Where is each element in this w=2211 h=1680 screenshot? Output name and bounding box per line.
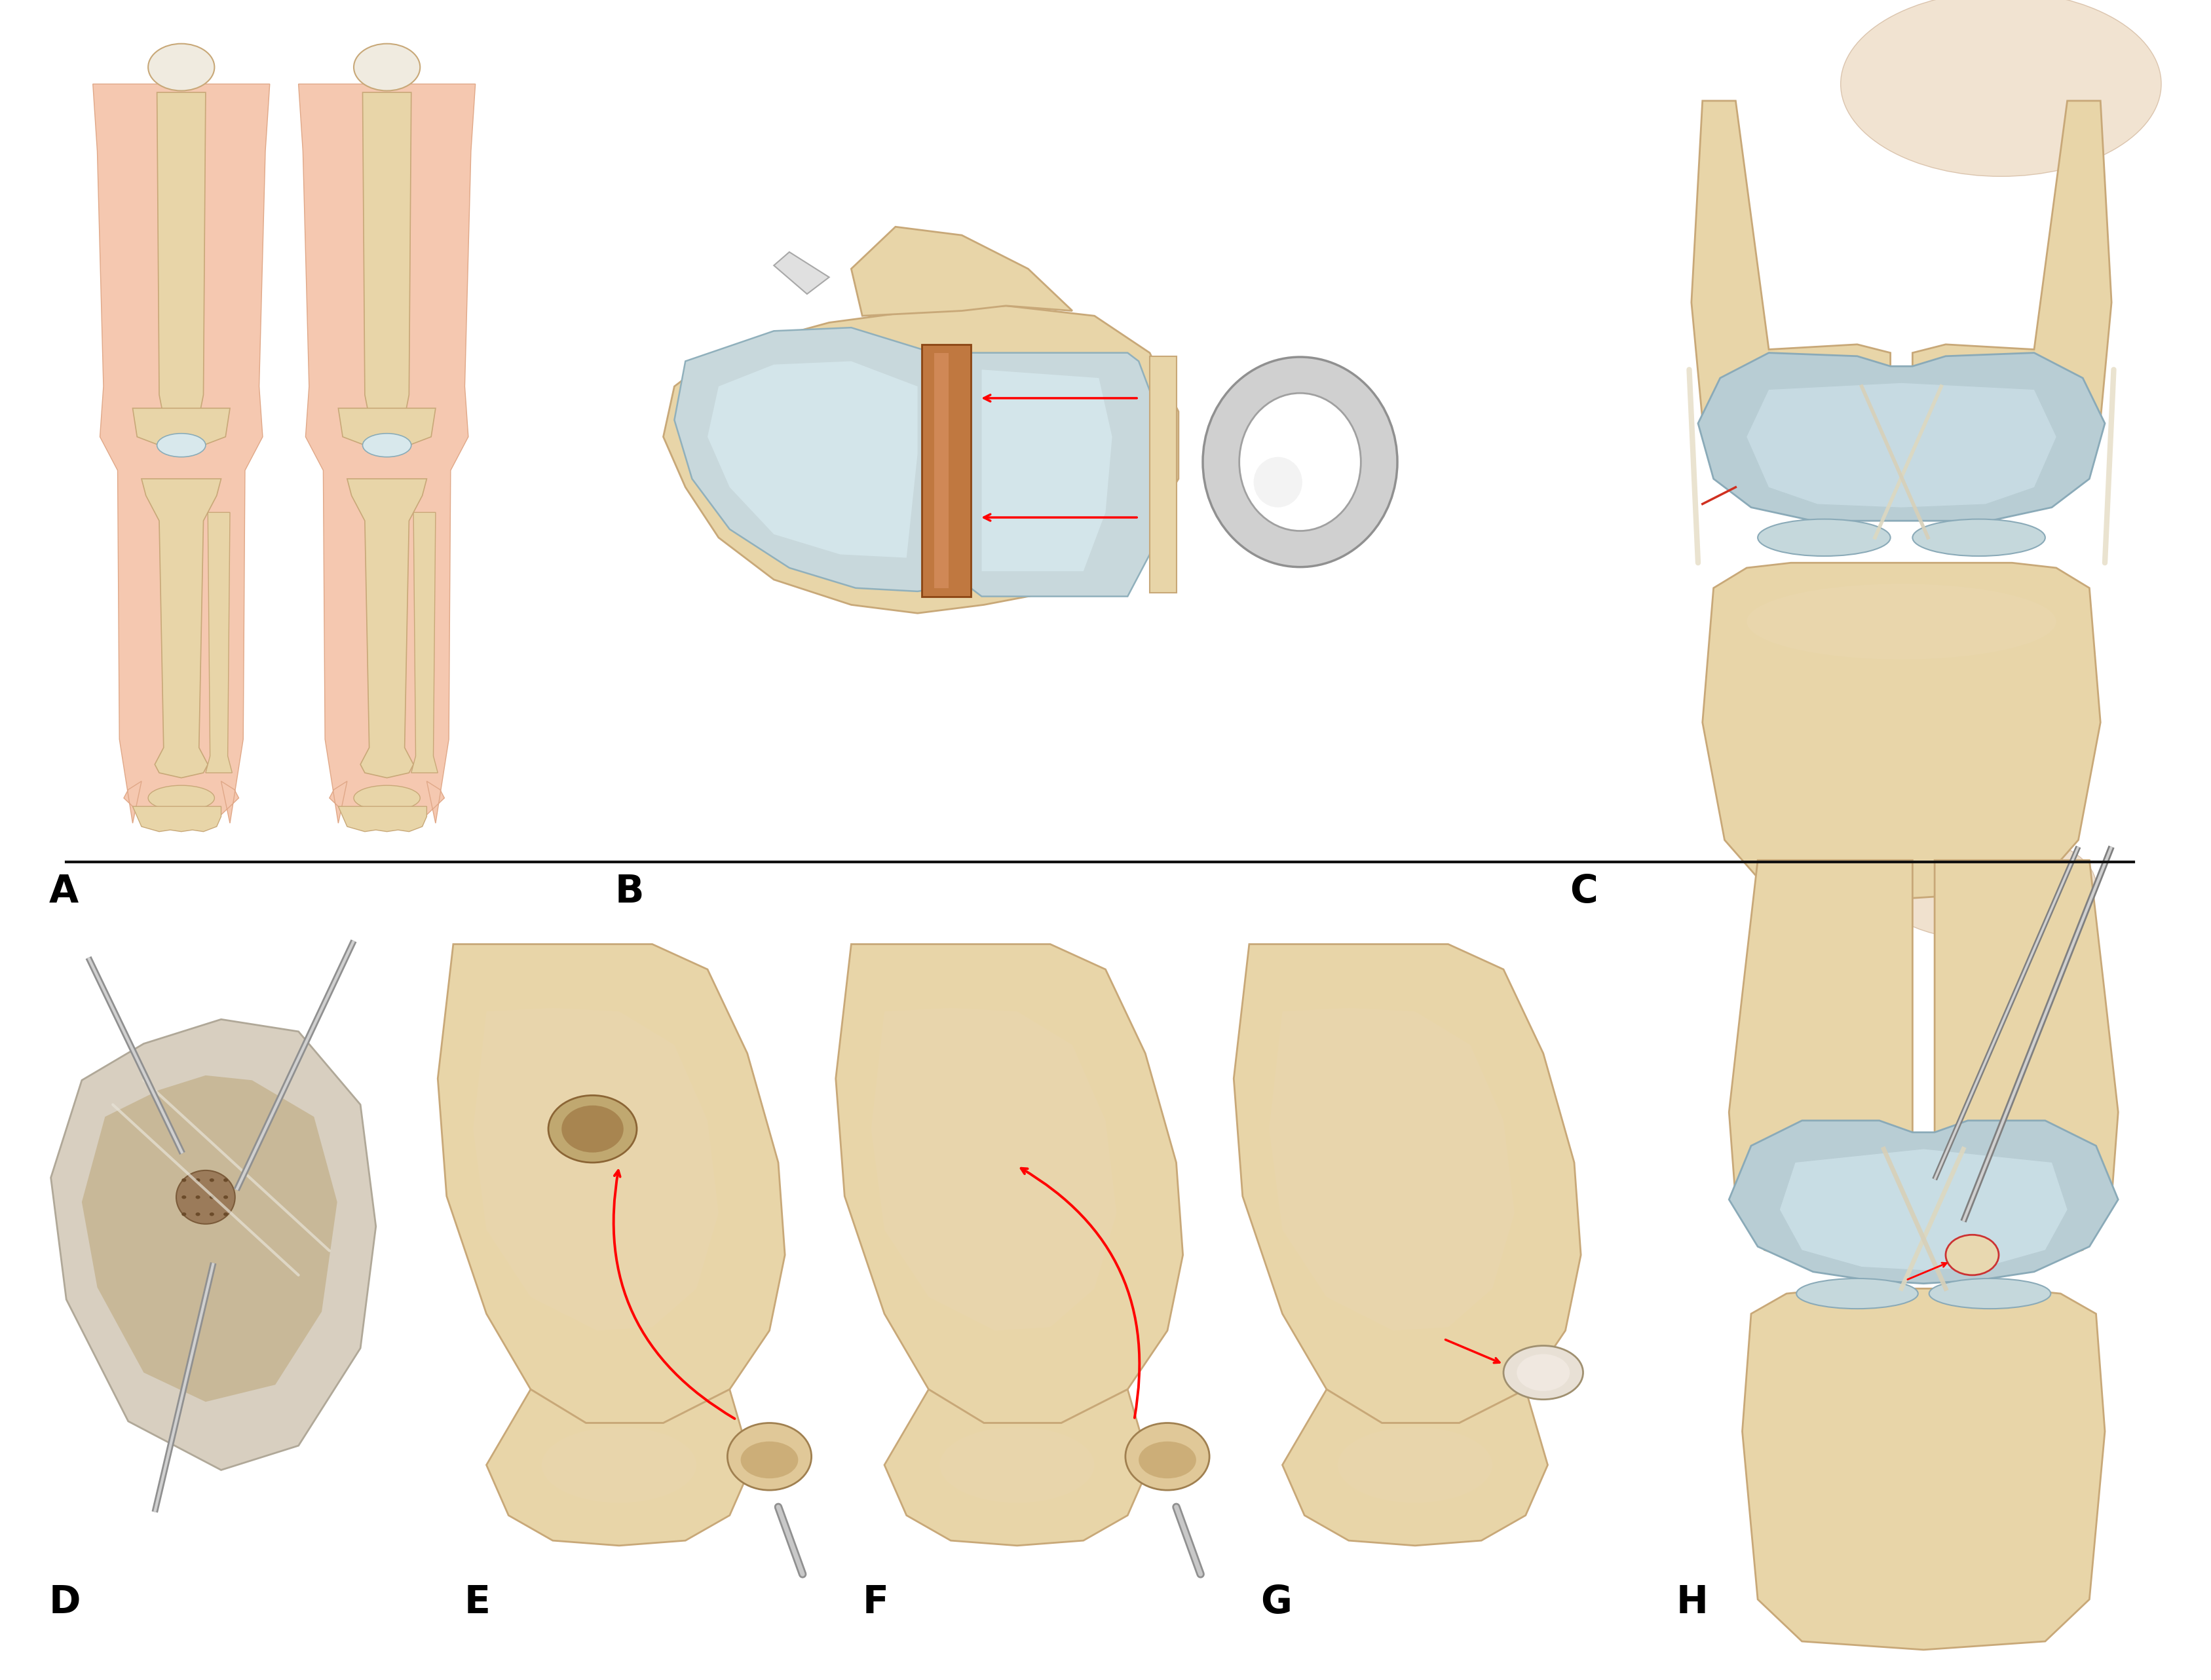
Polygon shape — [1742, 1289, 2105, 1650]
Bar — [933, 353, 949, 588]
Polygon shape — [674, 328, 940, 591]
Ellipse shape — [148, 785, 214, 811]
Circle shape — [181, 1196, 186, 1200]
Polygon shape — [884, 1389, 1150, 1546]
Ellipse shape — [1125, 1423, 1209, 1490]
Polygon shape — [982, 370, 1112, 571]
Ellipse shape — [1238, 393, 1362, 531]
Ellipse shape — [1517, 1354, 1570, 1391]
Polygon shape — [93, 84, 270, 823]
Polygon shape — [1747, 383, 2056, 507]
Polygon shape — [1868, 370, 1935, 487]
Polygon shape — [1780, 1149, 2067, 1270]
Polygon shape — [438, 944, 785, 1423]
Ellipse shape — [727, 1423, 811, 1490]
Text: G: G — [1260, 1584, 1291, 1621]
Ellipse shape — [1928, 1278, 2052, 1309]
Polygon shape — [871, 1008, 1117, 1331]
Polygon shape — [774, 252, 829, 294]
Polygon shape — [411, 512, 438, 773]
Circle shape — [1946, 1235, 1999, 1275]
Ellipse shape — [1840, 0, 2162, 176]
Polygon shape — [363, 92, 411, 428]
Ellipse shape — [940, 1428, 1094, 1502]
Polygon shape — [1691, 101, 1890, 504]
Polygon shape — [1935, 860, 2118, 1267]
Polygon shape — [1729, 860, 1913, 1267]
Ellipse shape — [363, 433, 411, 457]
Circle shape — [195, 1213, 201, 1216]
Ellipse shape — [1913, 519, 2045, 556]
Ellipse shape — [1747, 583, 2056, 660]
Polygon shape — [338, 806, 427, 832]
Polygon shape — [1150, 356, 1176, 593]
Polygon shape — [338, 408, 436, 445]
Text: E: E — [464, 1584, 491, 1621]
Polygon shape — [142, 479, 221, 778]
Polygon shape — [971, 353, 1161, 596]
Polygon shape — [51, 1020, 376, 1470]
Text: A: A — [49, 874, 77, 911]
Polygon shape — [82, 1075, 338, 1401]
Polygon shape — [157, 92, 206, 428]
Polygon shape — [851, 227, 1072, 316]
Polygon shape — [1269, 1008, 1515, 1331]
Polygon shape — [347, 479, 427, 778]
Ellipse shape — [548, 1095, 637, 1163]
Ellipse shape — [1503, 1346, 1583, 1399]
Ellipse shape — [1338, 1428, 1492, 1502]
Polygon shape — [473, 1008, 719, 1331]
Ellipse shape — [1875, 832, 2096, 941]
Text: C: C — [1570, 874, 1599, 911]
Polygon shape — [133, 806, 221, 832]
Ellipse shape — [1139, 1441, 1196, 1478]
Circle shape — [223, 1213, 228, 1216]
Ellipse shape — [148, 44, 214, 91]
Polygon shape — [206, 512, 232, 773]
Circle shape — [210, 1213, 214, 1216]
Text: D: D — [49, 1584, 80, 1621]
Polygon shape — [1234, 944, 1581, 1423]
Polygon shape — [836, 944, 1183, 1423]
Text: B: B — [615, 874, 643, 911]
Ellipse shape — [1795, 1278, 1917, 1309]
Text: H: H — [1676, 1584, 1707, 1621]
Polygon shape — [1913, 101, 2112, 504]
Polygon shape — [708, 361, 918, 558]
Polygon shape — [1282, 1389, 1548, 1546]
Circle shape — [195, 1196, 201, 1200]
Polygon shape — [298, 84, 475, 823]
Text: F: F — [862, 1584, 889, 1621]
Ellipse shape — [562, 1105, 624, 1152]
Ellipse shape — [157, 433, 206, 457]
Polygon shape — [1702, 563, 2100, 899]
Ellipse shape — [354, 44, 420, 91]
Circle shape — [210, 1196, 214, 1200]
Polygon shape — [1698, 353, 2105, 521]
Ellipse shape — [741, 1441, 798, 1478]
Ellipse shape — [1758, 519, 1890, 556]
Circle shape — [181, 1178, 186, 1183]
Circle shape — [223, 1196, 228, 1200]
Circle shape — [181, 1213, 186, 1216]
Polygon shape — [663, 306, 1178, 613]
Circle shape — [223, 1178, 228, 1183]
Ellipse shape — [354, 785, 420, 811]
Ellipse shape — [1254, 457, 1302, 507]
Bar — [922, 344, 971, 596]
Polygon shape — [1729, 1121, 2118, 1284]
Polygon shape — [133, 408, 230, 445]
Circle shape — [195, 1178, 201, 1183]
Polygon shape — [486, 1389, 752, 1546]
Ellipse shape — [177, 1171, 234, 1225]
Ellipse shape — [1203, 358, 1397, 568]
Ellipse shape — [542, 1428, 696, 1502]
Circle shape — [210, 1178, 214, 1183]
